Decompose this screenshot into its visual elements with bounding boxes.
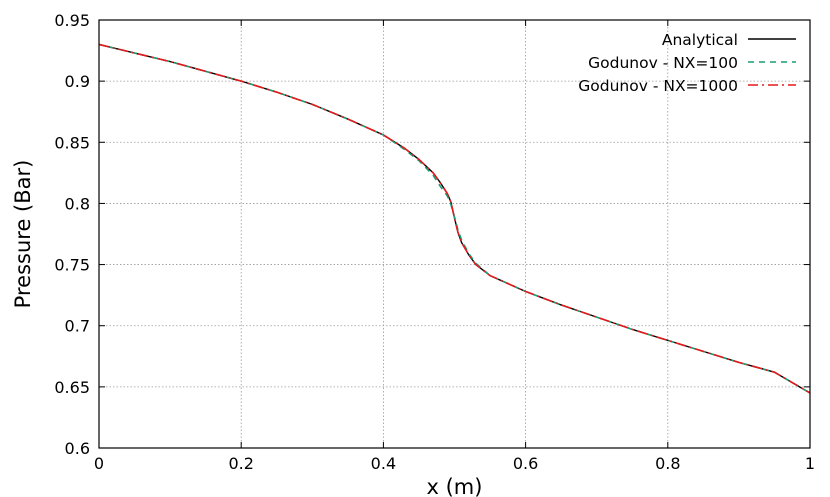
x-tick-label: 0.6 — [513, 454, 538, 473]
series-lines — [98, 43, 811, 394]
y-tick-label: 0.85 — [54, 133, 90, 152]
legend: Analytical Godunov - NX=100 Godunov - NX=1… — [578, 31, 796, 95]
x-tick-label: 0.4 — [371, 454, 396, 473]
x-tick-label: 0.8 — [655, 454, 680, 473]
y-tick-label: 0.6 — [65, 439, 90, 458]
x-tick-label: 1 — [805, 454, 815, 473]
legend-label: Godunov - NX=100 — [588, 54, 738, 72]
y-tick-label: 0.65 — [54, 378, 90, 397]
ticks: 0 0.2 0.4 0.6 0.8 1 0.6 0.65 0.7 0.75 0.8 0.85 0.9 0.… — [54, 11, 815, 473]
legend-label: Analytical — [662, 31, 738, 49]
legend-label: Godunov - NX=1000 — [578, 77, 738, 95]
x-tick-label: 0 — [94, 454, 104, 473]
y-tick-label: 0.9 — [65, 72, 90, 91]
x-axis-label: x (m) — [427, 475, 483, 497]
series-line-2 — [98, 43, 811, 394]
y-tick-label: 0.75 — [54, 256, 90, 275]
y-tick-label: 0.8 — [65, 194, 90, 213]
grid — [99, 20, 810, 448]
x-tick-label: 0.2 — [228, 454, 253, 473]
y-axis-label: Pressure (Bar) — [11, 160, 35, 309]
y-tick-label: 0.7 — [65, 317, 90, 336]
series-line-3 — [98, 43, 811, 394]
plot-frame — [98, 19, 811, 449]
y-tick-label: 0.95 — [54, 11, 90, 30]
